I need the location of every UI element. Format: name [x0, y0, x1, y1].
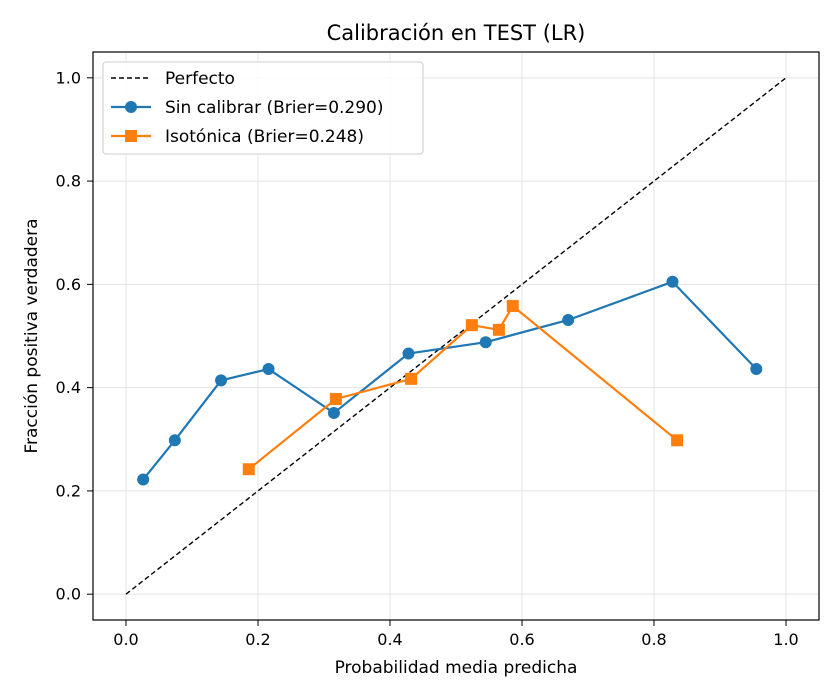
x-tick-label: 0.2: [245, 630, 270, 649]
chart-title: Calibración en TEST (LR): [327, 21, 586, 45]
axis-ticks: 0.0 0.2 0.4 0.6 0.8 1.0 0.0 0.2 0.4 0.6 0.8 1.0: [56, 68, 799, 649]
series-sin-calibrar: [137, 275, 763, 486]
x-tick-label: 0.0: [113, 630, 138, 649]
data-point: [405, 372, 418, 385]
x-axis-label: Probabilidad media predicha: [335, 658, 578, 678]
y-tick-label: 0.4: [56, 378, 81, 397]
series-layer: [125, 77, 787, 595]
data-point: [327, 406, 340, 419]
y-tick-label: 0.0: [56, 585, 81, 604]
data-point: [671, 434, 684, 447]
data-point: [402, 347, 415, 360]
data-point: [465, 319, 478, 332]
data-point: [242, 463, 255, 476]
y-tick-label: 0.6: [56, 275, 81, 294]
legend-label: Perfecto: [165, 69, 235, 89]
data-point: [215, 374, 228, 387]
x-tick-label: 0.6: [509, 630, 534, 649]
y-tick-label: 0.2: [56, 481, 81, 500]
series-line: [142, 280, 758, 481]
series-perfecto: [125, 77, 787, 595]
data-point: [479, 336, 492, 349]
legend-marker: [125, 101, 137, 113]
x-tick-label: 1.0: [773, 630, 798, 649]
x-tick-label: 0.8: [641, 630, 666, 649]
series-isot-nica: [242, 300, 684, 476]
y-axis-label: Fracción positiva verdadera: [22, 218, 42, 453]
legend-box: [102, 61, 424, 155]
data-point: [492, 323, 505, 336]
y-tick-label: 1.0: [56, 68, 81, 87]
data-point: [562, 313, 575, 326]
legend-label: Isotónica (Brier=0.248): [165, 127, 364, 147]
series-line: [125, 77, 787, 595]
y-tick-label: 0.8: [56, 172, 81, 191]
data-point: [168, 434, 181, 447]
plot-frame: [92, 51, 820, 621]
legend-marker: [125, 130, 137, 142]
legend-label: Sin calibrar (Brier=0.290): [165, 98, 384, 118]
data-point: [137, 473, 150, 486]
data-point: [329, 392, 342, 405]
x-tick-label: 0.4: [377, 630, 402, 649]
data-point: [750, 363, 763, 376]
legend: Perfecto Sin calibrar (Brier=0.290) Isotón…: [102, 61, 424, 155]
data-point: [506, 300, 519, 313]
data-point: [666, 275, 679, 288]
data-point: [262, 363, 275, 376]
